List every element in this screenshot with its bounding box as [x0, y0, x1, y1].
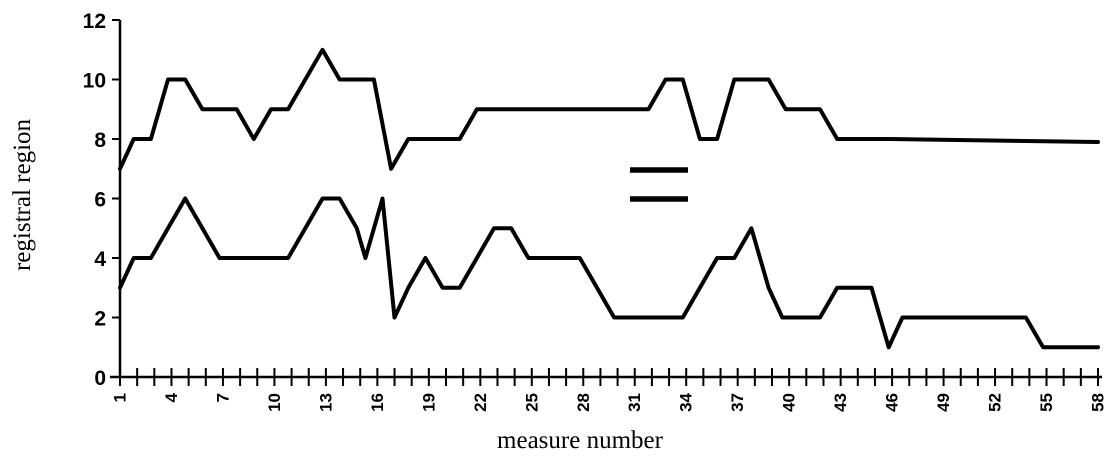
- y-tick-label: 8: [94, 129, 106, 152]
- x-tick-label: 4: [162, 392, 181, 402]
- x-tick-label: 46: [883, 393, 902, 412]
- x-ticks: 1 4 7 10 13 16 19 22 25 28 31 34 37 40 43 46 49 52 55 58: [111, 368, 1106, 412]
- x-tick-label: 40: [780, 393, 799, 412]
- x-tick-label: 34: [677, 392, 696, 411]
- y-tick-label: 10: [83, 70, 106, 93]
- x-tick-label: 43: [831, 393, 850, 412]
- x-tick-label: 16: [368, 393, 387, 412]
- x-tick-label: 19: [419, 393, 438, 412]
- y-tick-label: 6: [94, 189, 106, 212]
- y-tick-label: 0: [94, 367, 106, 390]
- series-line-1: [118, 47, 1100, 171]
- x-tick-label: 1: [111, 393, 130, 402]
- y-tick-label: 4: [94, 248, 106, 271]
- x-tick-label: 28: [574, 393, 593, 412]
- series-group: [118, 47, 1100, 350]
- x-axis-title: measure number: [497, 427, 664, 454]
- x-tick-label: 31: [625, 393, 644, 412]
- x-tick-label: 58: [1089, 393, 1106, 412]
- x-tick-label: 37: [728, 393, 747, 412]
- x-tick-label: 55: [1037, 393, 1056, 412]
- x-tick-label: 7: [213, 393, 232, 402]
- series-line-2: [118, 196, 1100, 350]
- x-tick-label: 25: [522, 393, 541, 412]
- x-tick-label: 10: [265, 393, 284, 412]
- y-tick-label: 12: [83, 10, 106, 33]
- x-tick-label: 52: [986, 393, 1005, 412]
- legend: [630, 167, 688, 202]
- y-axis-title: registral region: [9, 118, 36, 271]
- x-tick-label: 13: [316, 393, 335, 412]
- x-tick-label: 49: [934, 393, 953, 412]
- x-tick-label: 22: [471, 393, 490, 412]
- y-tick-label: 2: [94, 308, 106, 331]
- y-ticks: 0 2 4 6 8 10 12: [83, 10, 120, 390]
